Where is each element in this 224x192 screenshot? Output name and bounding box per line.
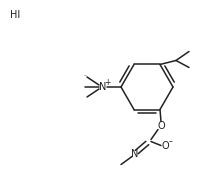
Text: –: – [83,74,86,79]
Text: +: + [104,78,111,87]
Text: O: O [161,141,169,151]
Text: N: N [131,149,139,159]
Text: O: O [157,121,165,131]
Text: –: – [169,137,172,146]
Text: N: N [99,82,107,92]
Text: HI: HI [10,10,20,20]
